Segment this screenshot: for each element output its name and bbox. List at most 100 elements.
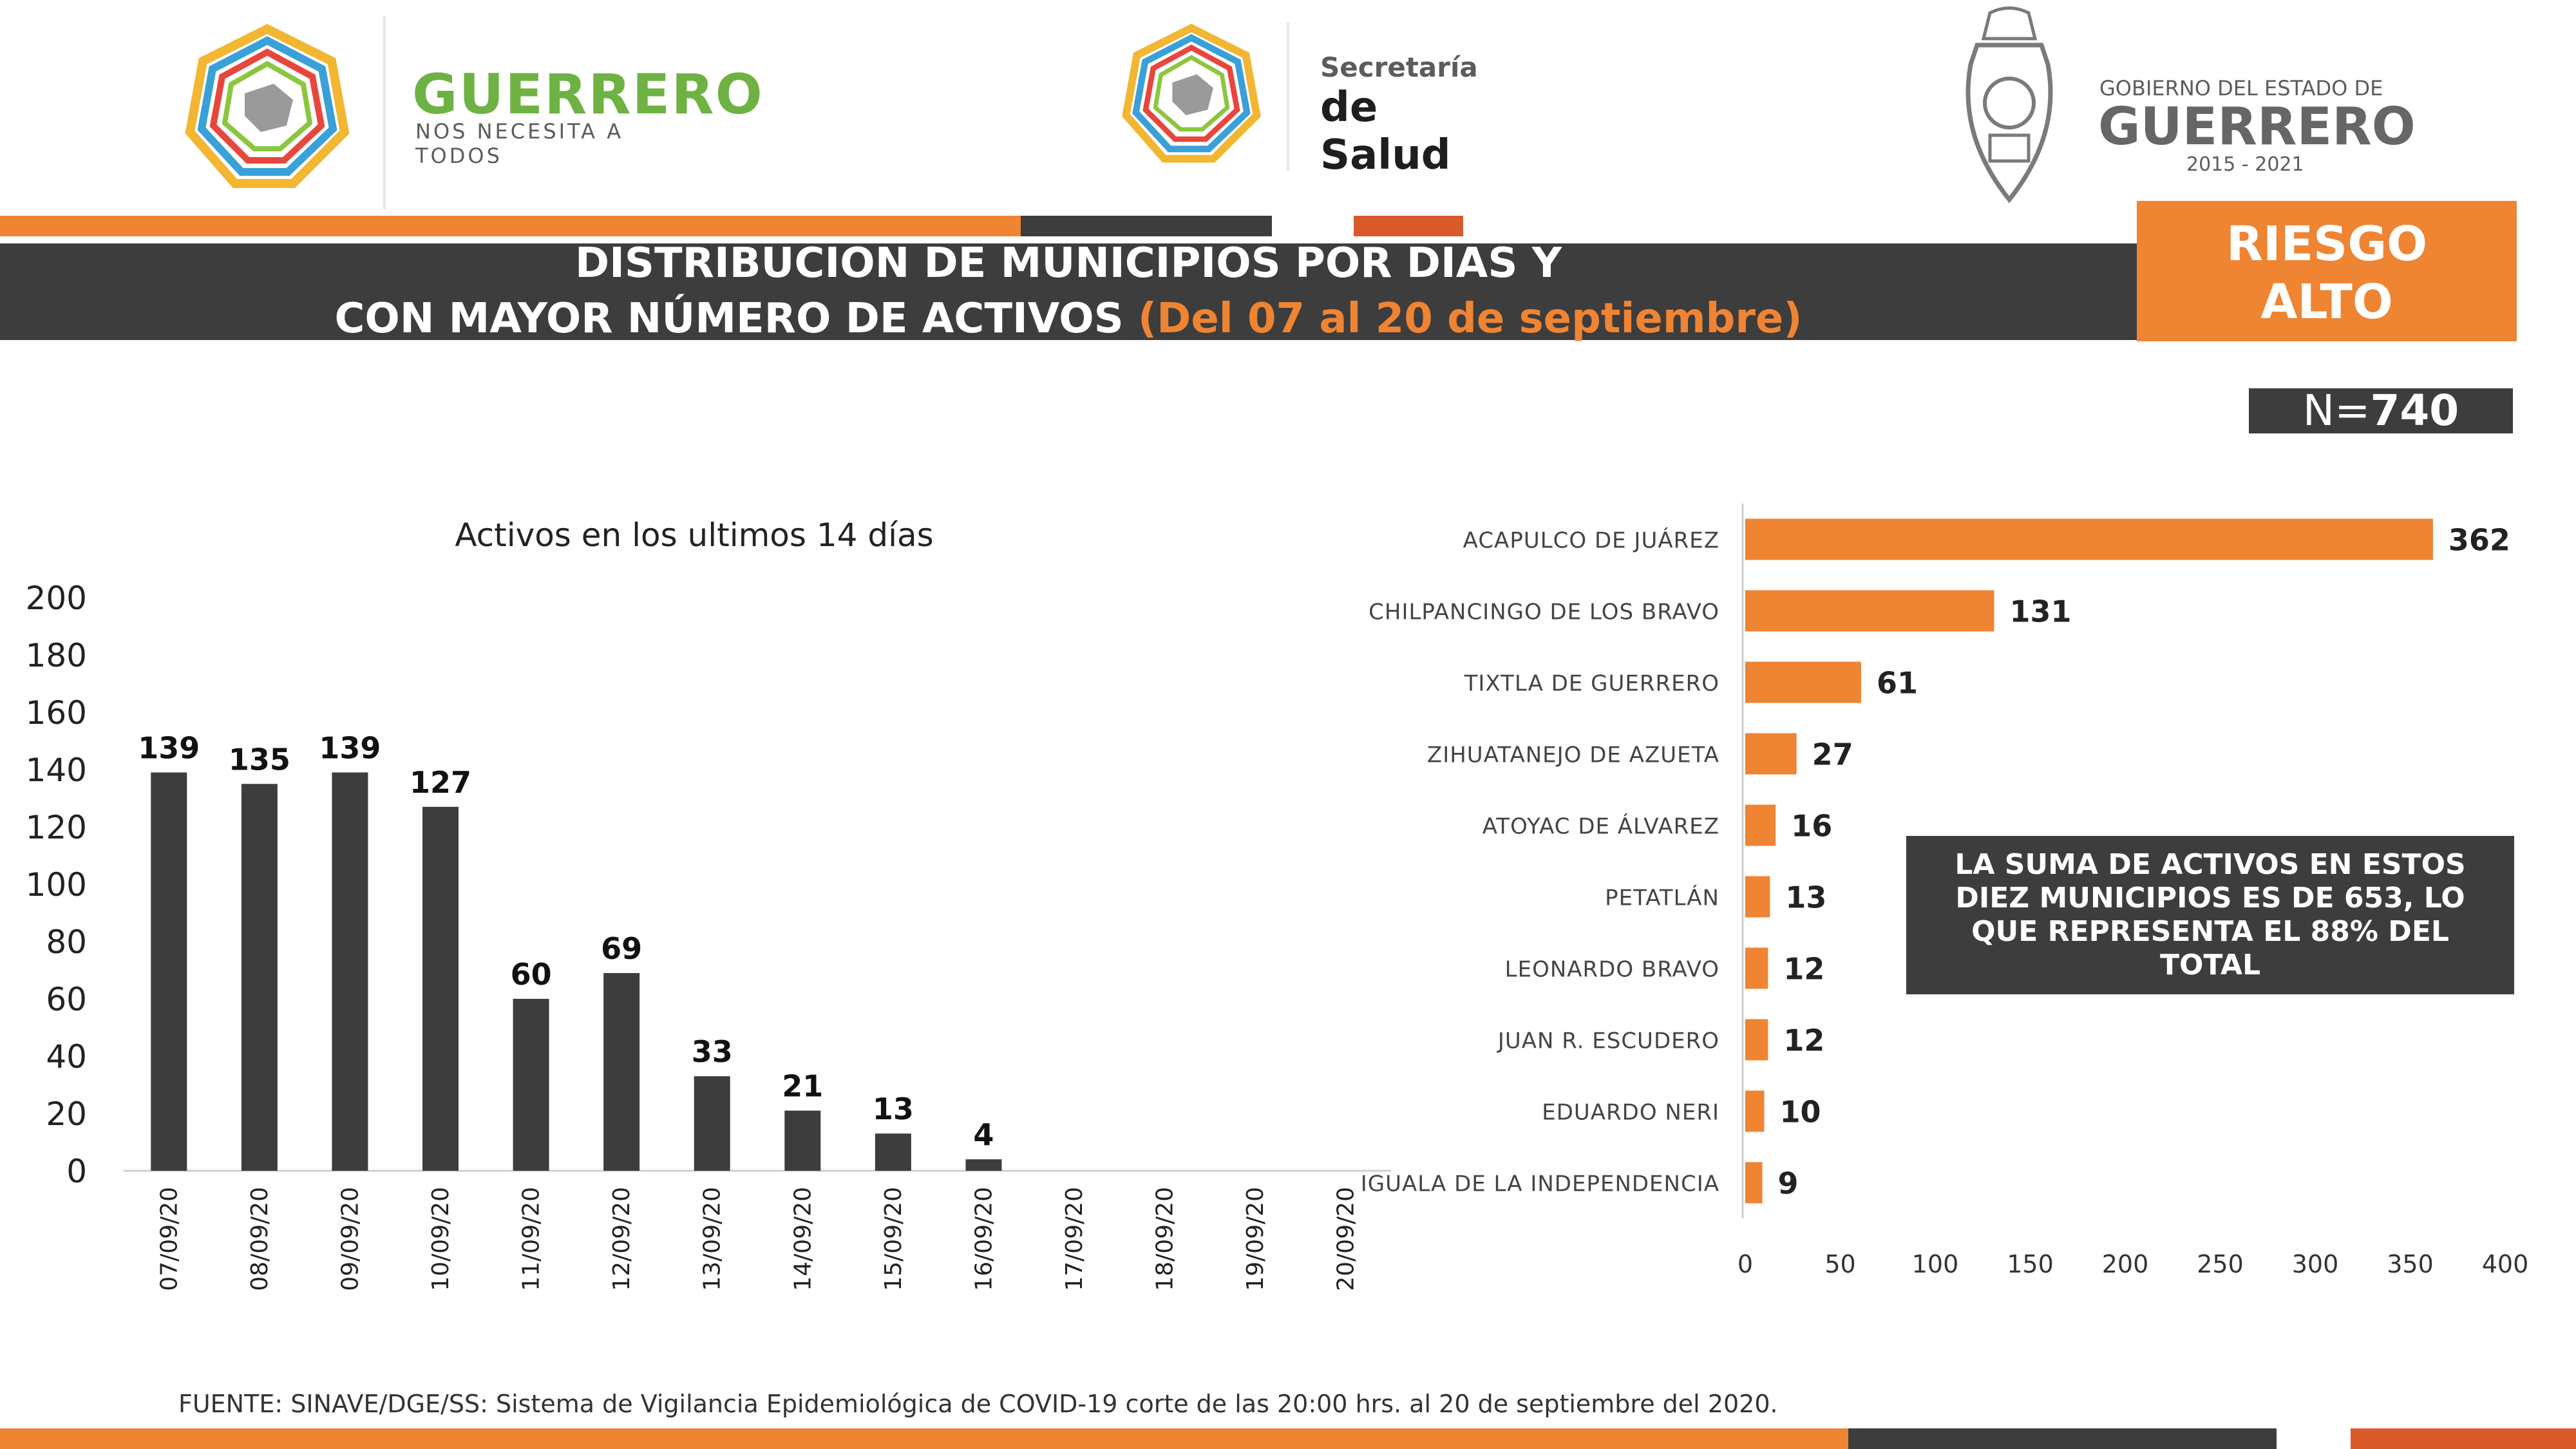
top-stripe-orange	[0, 216, 1021, 236]
guerrero-emblem-icon	[185, 24, 350, 188]
chart1-x-tick-3: 10/09/20	[428, 1187, 454, 1291]
chart2-value-label-7: 12	[1783, 1023, 1824, 1058]
chart2-bar-1	[1745, 590, 1994, 632]
chart1-value-label-2: 139	[319, 730, 381, 765]
chart1-y-tick-60: 60	[46, 981, 87, 1018]
title-line-1: DISTRIBUCION DE MUNICIPIOS POR DIAS Y	[574, 240, 1562, 287]
salud-emblem-icon	[1122, 23, 1261, 163]
chart2-x-tick-200: 200	[2102, 1250, 2149, 1278]
chart1-y-tick-160: 160	[26, 694, 87, 732]
chart1-x-tick-9: 16/09/20	[971, 1187, 997, 1291]
chart2-x-tick-150: 150	[2007, 1250, 2054, 1278]
chart2-category-label-1: CHILPANCINGO DE LOS BRAVO	[1368, 600, 1719, 625]
chart2-x-tick-50: 50	[1824, 1250, 1855, 1278]
chart2-category-label-0: ACAPULCO DE JUÁREZ	[1463, 527, 1719, 554]
chart2-value-label-9: 9	[1778, 1166, 1799, 1201]
chart1-x-tick-0: 07/09/20	[156, 1187, 182, 1291]
total-count-value: 740	[2370, 386, 2459, 435]
chart2-value-label-1: 131	[2009, 594, 2071, 629]
source-note: FUENTE: SINAVE/DGE/SS: Sistema de Vigila…	[178, 1390, 1778, 1418]
chart1-x-tick-11: 18/09/20	[1152, 1187, 1179, 1291]
chart2-category-label-3: ZIHUATANEJO DE AZUETA	[1427, 743, 1719, 768]
gobierno-logo-line1: GOBIERNO DEL ESTADO DE	[2099, 76, 2383, 100]
title-band	[0, 243, 2137, 340]
chart1-x-tick-2: 09/09/20	[337, 1187, 363, 1291]
chart1-y-tick-200: 200	[26, 580, 87, 617]
chart2-category-label-9: IGUALA DE LA INDEPENDENCIA	[1361, 1171, 1719, 1197]
chart1-y-tick-80: 80	[46, 923, 87, 961]
chart1-bar-6	[694, 1076, 730, 1171]
chart1-value-label-1: 135	[229, 742, 290, 777]
top-stripe-dark	[1021, 216, 1272, 236]
chart2-bar-2	[1745, 661, 1861, 703]
chart1-value-label-5: 69	[601, 931, 642, 966]
salud-logo-line2: de Salud	[1320, 84, 1451, 179]
chart1-x-tick-12: 19/09/20	[1242, 1187, 1269, 1291]
title-line-2: CON MAYOR NÚMERO DE ACTIVOS (Del 07 al 2…	[0, 295, 2137, 343]
chart2-value-label-8: 10	[1780, 1095, 1821, 1130]
chart2-category-label-2: TIXTLA DE GUERRERO	[1464, 671, 1719, 697]
bottom-stripe-dark	[1848, 1428, 2277, 1449]
chart1-y-tick-180: 180	[26, 637, 87, 674]
chart2-category-label-4: ATOYAC DE ÁLVAREZ	[1482, 813, 1719, 840]
chart2-value-label-3: 27	[1812, 737, 1853, 772]
chart1-x-tick-5: 12/09/20	[609, 1187, 635, 1291]
chart1-bar-1	[241, 784, 278, 1171]
top-stripe-accent	[1354, 216, 1463, 236]
bottom-stripe-accent	[2351, 1428, 2576, 1449]
chart1-value-label-6: 33	[692, 1034, 733, 1069]
chart2-value-label-5: 13	[1785, 880, 1826, 915]
salud-logo-line1: Secretaría	[1320, 52, 1478, 83]
chart2-x-tick-0: 0	[1738, 1250, 1753, 1278]
chart1-bar-7	[784, 1110, 821, 1171]
chart1-bar-0	[151, 772, 187, 1171]
chart2-category-label-6: LEONARDO BRAVO	[1505, 957, 1719, 983]
gobierno-logo-line3: 2015 - 2021	[2186, 153, 2304, 176]
chart1-x-tick-6: 13/09/20	[699, 1187, 726, 1291]
chart1-title: Activos en los ultimos 14 días	[455, 516, 933, 554]
chart1-x-tick-8: 15/09/20	[880, 1187, 907, 1291]
total-count-badge: N=740	[2249, 388, 2513, 433]
chart1-y-tick-100: 100	[26, 866, 87, 904]
chart1-y-tick-40: 40	[46, 1038, 87, 1075]
chart2-value-label-4: 16	[1791, 809, 1832, 844]
municipality-active-chart: 0 50 100 150 200 250 300 350 400 ACAPULCO DE JUÁR…	[1361, 504, 2529, 1278]
chart1-y-tick-0: 0	[66, 1153, 87, 1190]
chart2-x-tick-400: 400	[2482, 1250, 2529, 1278]
chart1-x-tick-4: 11/09/20	[518, 1187, 545, 1291]
chart1-bar-5	[603, 972, 640, 1171]
chart1-value-label-8: 13	[873, 1092, 914, 1126]
chart1-value-label-0: 139	[138, 730, 200, 765]
chart1-x-tick-13: 20/09/20	[1333, 1187, 1359, 1291]
chart2-x-tick-300: 300	[2292, 1250, 2339, 1278]
chart2-value-label-6: 12	[1783, 952, 1824, 987]
chart1-bar-3	[422, 806, 459, 1171]
chart2-bar-5	[1745, 876, 1770, 918]
chart2-category-label-5: PETATLÁN	[1605, 885, 1719, 911]
chart1-value-label-9: 4	[973, 1117, 994, 1152]
summary-callout: LA SUMA DE ACTIVOS EN ESTOS DIEZ MUNICIP…	[1906, 836, 2514, 994]
total-count-prefix: N=	[2302, 386, 2371, 435]
chart1-bar-8	[875, 1133, 911, 1171]
chart1-bar-9	[965, 1159, 1002, 1171]
risk-badge: RIESGO ALTO	[2137, 201, 2517, 341]
chart1-x-tick-1: 08/09/20	[247, 1187, 273, 1291]
chart1-x-tick-7: 14/09/20	[790, 1187, 816, 1291]
chart2-bar-4	[1745, 804, 1776, 846]
chart2-x-tick-250: 250	[2197, 1250, 2244, 1278]
risk-badge-line2: ALTO	[2260, 274, 2393, 330]
risk-badge-line1: RIESGO	[2226, 216, 2427, 272]
chart2-value-label-0: 362	[2448, 523, 2510, 558]
guerrero-logo-tagline: NOS NECESITA A TODOS	[415, 119, 624, 168]
chart1-y-tick-120: 120	[26, 809, 87, 846]
chart2-bar-7	[1745, 1019, 1768, 1061]
chart2-bar-6	[1745, 947, 1768, 989]
bottom-stripe-orange	[0, 1428, 1848, 1449]
guerrero-logo: GUERRERO NOS NECESITA A TODOS	[184, 16, 762, 209]
gobierno-logo-line2: GUERRERO	[2098, 97, 2416, 156]
chart2-category-label-8: EDUARDO NERI	[1542, 1100, 1719, 1126]
chart1-y-tick-140: 140	[26, 752, 87, 789]
chart1-y-tick-20: 20	[46, 1095, 87, 1133]
title-date-range: (Del 07 al 20 de septiembre)	[1137, 295, 1803, 343]
chart2-bar-8	[1745, 1090, 1765, 1132]
